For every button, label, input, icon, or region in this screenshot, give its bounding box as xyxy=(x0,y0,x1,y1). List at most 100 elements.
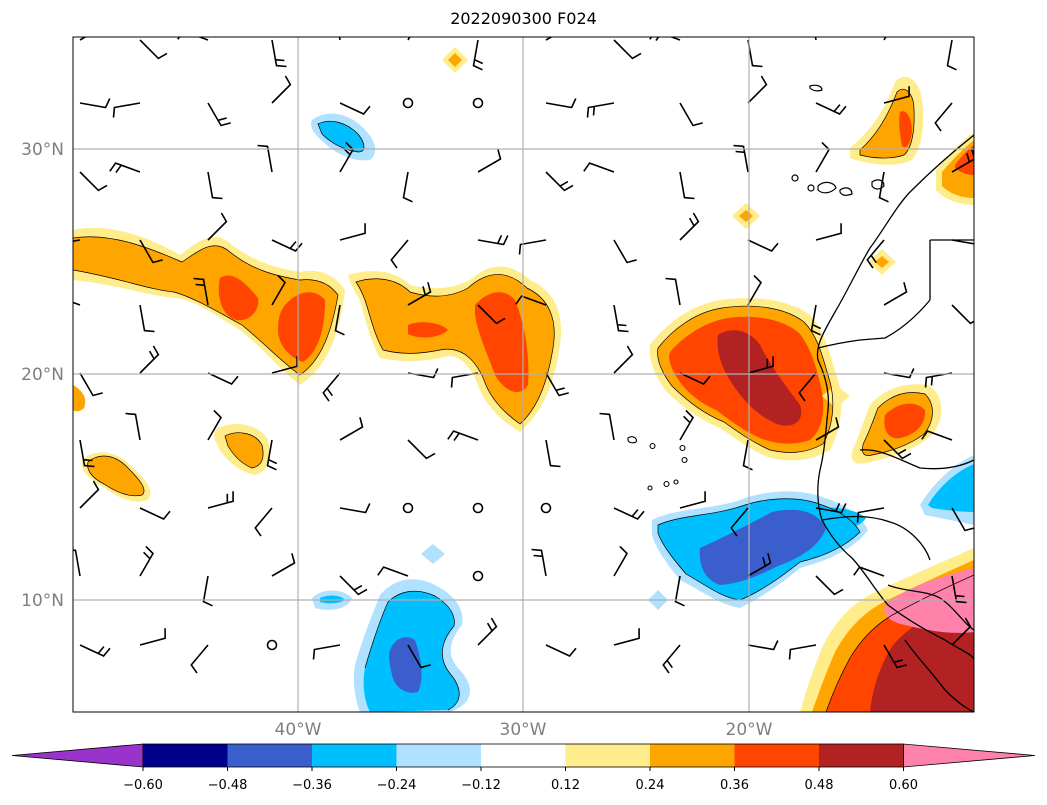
wind-barb xyxy=(815,102,847,115)
wind-barb xyxy=(856,507,885,523)
wind-barb xyxy=(73,549,81,577)
wind-barb xyxy=(139,545,154,577)
wind-barb xyxy=(747,274,762,306)
wind-barb xyxy=(883,282,908,306)
wind-barb xyxy=(109,162,141,173)
wind-barb-calm xyxy=(472,502,484,514)
wind-barb xyxy=(257,144,273,173)
wind-barb-calm xyxy=(472,570,484,582)
wind-barb xyxy=(665,277,681,306)
wind-barb xyxy=(810,304,822,336)
colorbar: −0.60 −0.48 −0.36 −0.24 −0.12 0.12 0.24 0.36 0.4… xyxy=(11,743,1036,793)
wind-barb xyxy=(254,507,273,537)
wind-barb xyxy=(322,372,341,402)
wind-barb-calm xyxy=(402,502,414,514)
wind-barb xyxy=(883,439,912,460)
wind-barb xyxy=(190,644,209,674)
wind-barb xyxy=(586,102,615,118)
colorbar-tick-label: 0.24 xyxy=(636,778,665,793)
wind-barb xyxy=(407,439,436,460)
wind-barb xyxy=(747,553,772,577)
colorbar-segment xyxy=(734,744,820,767)
colorbar-tick-label: −0.12 xyxy=(461,778,501,793)
wind-barb xyxy=(312,644,341,660)
wind-barb xyxy=(815,417,840,441)
wind-barb xyxy=(951,507,974,532)
wind-barb xyxy=(599,412,615,441)
wind-barb xyxy=(125,412,141,441)
wind-barb xyxy=(139,239,163,264)
colorbar-segment xyxy=(650,744,735,767)
wind-barb xyxy=(472,39,484,71)
wind-barb xyxy=(921,430,953,441)
wind-barb-calm xyxy=(266,639,278,651)
colorbar-tick-label: 0.36 xyxy=(720,778,749,793)
wind-barb xyxy=(79,372,103,397)
negative-anomaly-misc xyxy=(310,113,974,610)
wind-barb xyxy=(79,439,95,468)
wind-barb xyxy=(662,644,681,674)
wind-barb xyxy=(112,102,141,118)
coastline-africa xyxy=(816,134,974,712)
wind-barb xyxy=(477,304,506,325)
wind-barb xyxy=(515,295,547,306)
wind-barb xyxy=(207,102,231,127)
cape-verde-islands xyxy=(627,436,688,491)
wind-barb xyxy=(339,575,368,596)
wind-barb xyxy=(545,372,569,397)
colorbar-segment xyxy=(396,744,482,767)
wind-barb xyxy=(79,644,111,657)
wind-barb xyxy=(477,234,509,246)
wind-barb xyxy=(447,430,479,441)
wind-barb xyxy=(407,644,431,669)
wind-barb xyxy=(377,566,409,577)
wind-barb xyxy=(747,239,779,252)
colorbar-segment xyxy=(819,744,904,767)
wind-barb xyxy=(951,617,972,646)
gridlines xyxy=(73,37,974,712)
wind-barb xyxy=(193,277,209,306)
wind-barb xyxy=(583,162,615,173)
wind-barb xyxy=(883,37,887,41)
wind-barb xyxy=(613,39,642,60)
wind-barb xyxy=(613,545,628,577)
wind-barb xyxy=(815,575,844,596)
colorbar-tick-label: 0.12 xyxy=(551,778,580,793)
wind-barb xyxy=(679,212,700,241)
wind-barb-calm xyxy=(402,97,414,109)
wind-barb xyxy=(334,304,345,336)
wind-barb xyxy=(79,171,108,192)
wind-barb xyxy=(266,439,278,471)
colorbar-tick-label: −0.36 xyxy=(292,778,332,793)
wind-barb xyxy=(679,409,694,441)
wind-barb xyxy=(518,239,547,255)
map-frame xyxy=(72,36,975,713)
wind-barb xyxy=(788,644,817,660)
wind-barb xyxy=(202,575,213,607)
wind-barb xyxy=(747,75,768,104)
wind-barb xyxy=(139,39,168,60)
wind-barb xyxy=(679,491,706,509)
wind-barb xyxy=(798,372,817,402)
wind-barb xyxy=(679,372,711,385)
wind-barb xyxy=(613,507,645,520)
colorbar-segment xyxy=(481,744,566,767)
colorbar-tick-label: −0.60 xyxy=(123,778,163,793)
colorbar-segment xyxy=(227,744,313,767)
wind-barb xyxy=(207,212,228,241)
wind-barb xyxy=(951,239,974,245)
wind-barb xyxy=(79,98,111,109)
wind-barb-calm xyxy=(472,97,484,109)
wind-barb xyxy=(866,239,885,269)
wind-barb xyxy=(271,274,286,306)
negative-anomaly-cape-verde-south xyxy=(652,491,868,608)
wind-barb xyxy=(747,640,779,651)
wind-barb xyxy=(883,86,910,104)
wind-barb xyxy=(390,239,409,269)
wind-barb xyxy=(951,149,974,173)
wind-barb xyxy=(207,372,239,385)
wind-barb xyxy=(271,75,292,104)
wind-barb xyxy=(674,575,685,607)
wind-barb xyxy=(338,37,341,41)
colorbar-extend-high xyxy=(903,743,1036,768)
